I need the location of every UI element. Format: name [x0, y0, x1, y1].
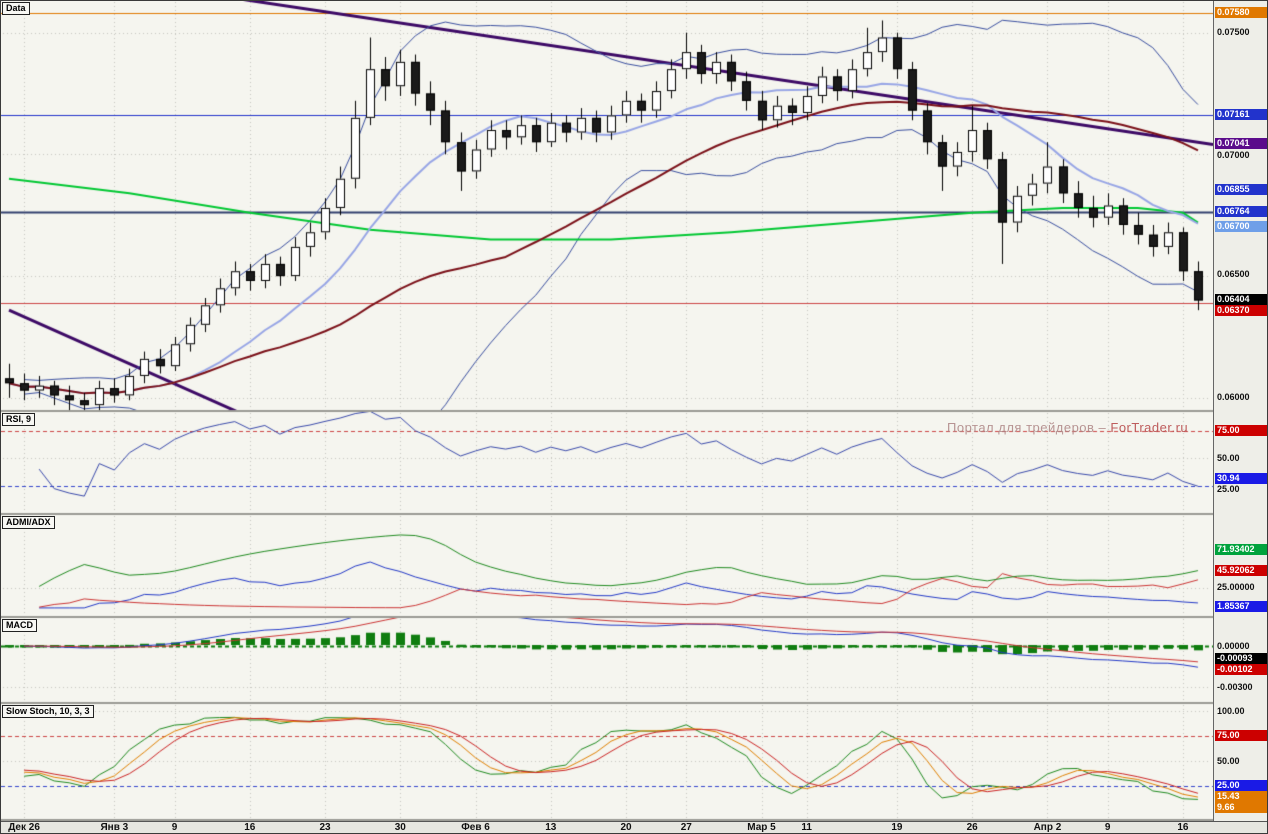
watermark-brand: ForTrader.ru: [1110, 420, 1189, 435]
time-axis-label: 9: [171, 822, 178, 833]
axis-scale-label-main: 0.07000: [1217, 150, 1250, 160]
panel-label-adx: ADMI/ADX: [2, 516, 55, 529]
axis-scale-label-stoch: 100.00: [1217, 706, 1245, 716]
axis-value-badge-macd: -0.00102: [1215, 664, 1267, 675]
watermark-text: Портал для трейдеров –: [947, 420, 1111, 435]
axis-value-badge-main: 0.07580: [1215, 7, 1267, 18]
time-axis-label: 27: [680, 822, 692, 833]
axis-value-badge-adx: 1.85367: [1215, 601, 1267, 612]
time-axis-label: Дек 26: [8, 822, 40, 833]
axis-value-badge-stoch: 15.43: [1215, 791, 1267, 802]
panel-label-rsi: RSI, 9: [2, 413, 36, 426]
time-axis-label: 16: [244, 822, 256, 833]
price-axis: 0.07580 0.07500 0.07161 0.07041 0.07000 0.068…: [1213, 1, 1267, 821]
axis-value-badge-stoch: 9.66: [1215, 802, 1267, 813]
axis-value-badge-rsi: 75.00: [1215, 425, 1267, 436]
axis-scale-label-rsi: 25.00: [1217, 484, 1240, 494]
time-axis-label: 26: [966, 822, 978, 833]
axis-value-badge-main: 0.06700: [1215, 221, 1267, 232]
time-axis-label: Фев 6: [461, 822, 490, 833]
axis-value-badge-main: 0.06855: [1215, 184, 1267, 195]
axis-value-badge-stoch: 75.00: [1215, 730, 1267, 741]
axis-value-badge-stoch: 25.00: [1215, 780, 1267, 791]
time-axis-label: Апр 2: [1033, 822, 1062, 833]
axis-scale-label-macd: 0.00000: [1217, 641, 1250, 651]
time-axis-label: 9: [1104, 822, 1111, 833]
panel-label-stoch: Slow Stoch, 10, 3, 3: [2, 705, 94, 718]
axis-value-badge-main: 0.07041: [1215, 138, 1267, 149]
time-axis-label: 20: [620, 822, 632, 833]
panel-label-main: Data: [2, 2, 30, 15]
axis-value-badge-rsi: 30.94: [1215, 473, 1267, 484]
axis-scale-label-adx: 25.00000: [1217, 582, 1255, 592]
time-axis-label: 19: [891, 822, 903, 833]
axis-value-badge-adx: 71.93402: [1215, 544, 1267, 555]
axis-scale-label-main: 0.07500: [1217, 27, 1250, 37]
time-axis-label: 13: [545, 822, 557, 833]
axis-value-badge-adx: 45.92062: [1215, 565, 1267, 576]
axis-value-badge-main: 0.06370: [1215, 305, 1267, 316]
axis-value-badge-macd: -0.00093: [1215, 653, 1267, 664]
axis-scale-label-stoch: 50.00: [1217, 756, 1240, 766]
axis-scale-label-main: 0.06500: [1217, 269, 1250, 279]
axis-value-badge-main: 0.06764: [1215, 206, 1267, 217]
axis-scale-label-macd: -0.00300: [1217, 682, 1253, 692]
time-axis-label: 16: [1177, 822, 1189, 833]
time-axis-label: 30: [394, 822, 406, 833]
axis-scale-label-rsi: 50.00: [1217, 453, 1240, 463]
axis-value-badge-main: 0.06404: [1215, 294, 1267, 305]
time-axis-label: Янв 3: [100, 822, 129, 833]
time-axis-label: 23: [319, 822, 331, 833]
panel-label-macd: MACD: [2, 619, 37, 632]
time-axis-label: 11: [801, 822, 812, 833]
axis-scale-label-main: 0.06000: [1217, 392, 1250, 402]
time-axis-label: Мар 5: [747, 822, 776, 833]
time-axis: Дек 26 Янв 3 9 16 23 30 Фев 6 13 20 27 Мар 5 11 19 26…: [1, 821, 1267, 833]
chart-plot-canvas[interactable]: [1, 1, 1213, 821]
axis-value-badge-main: 0.07161: [1215, 109, 1267, 120]
watermark: Портал для трейдеров – ForTrader.ru: [947, 420, 1188, 435]
